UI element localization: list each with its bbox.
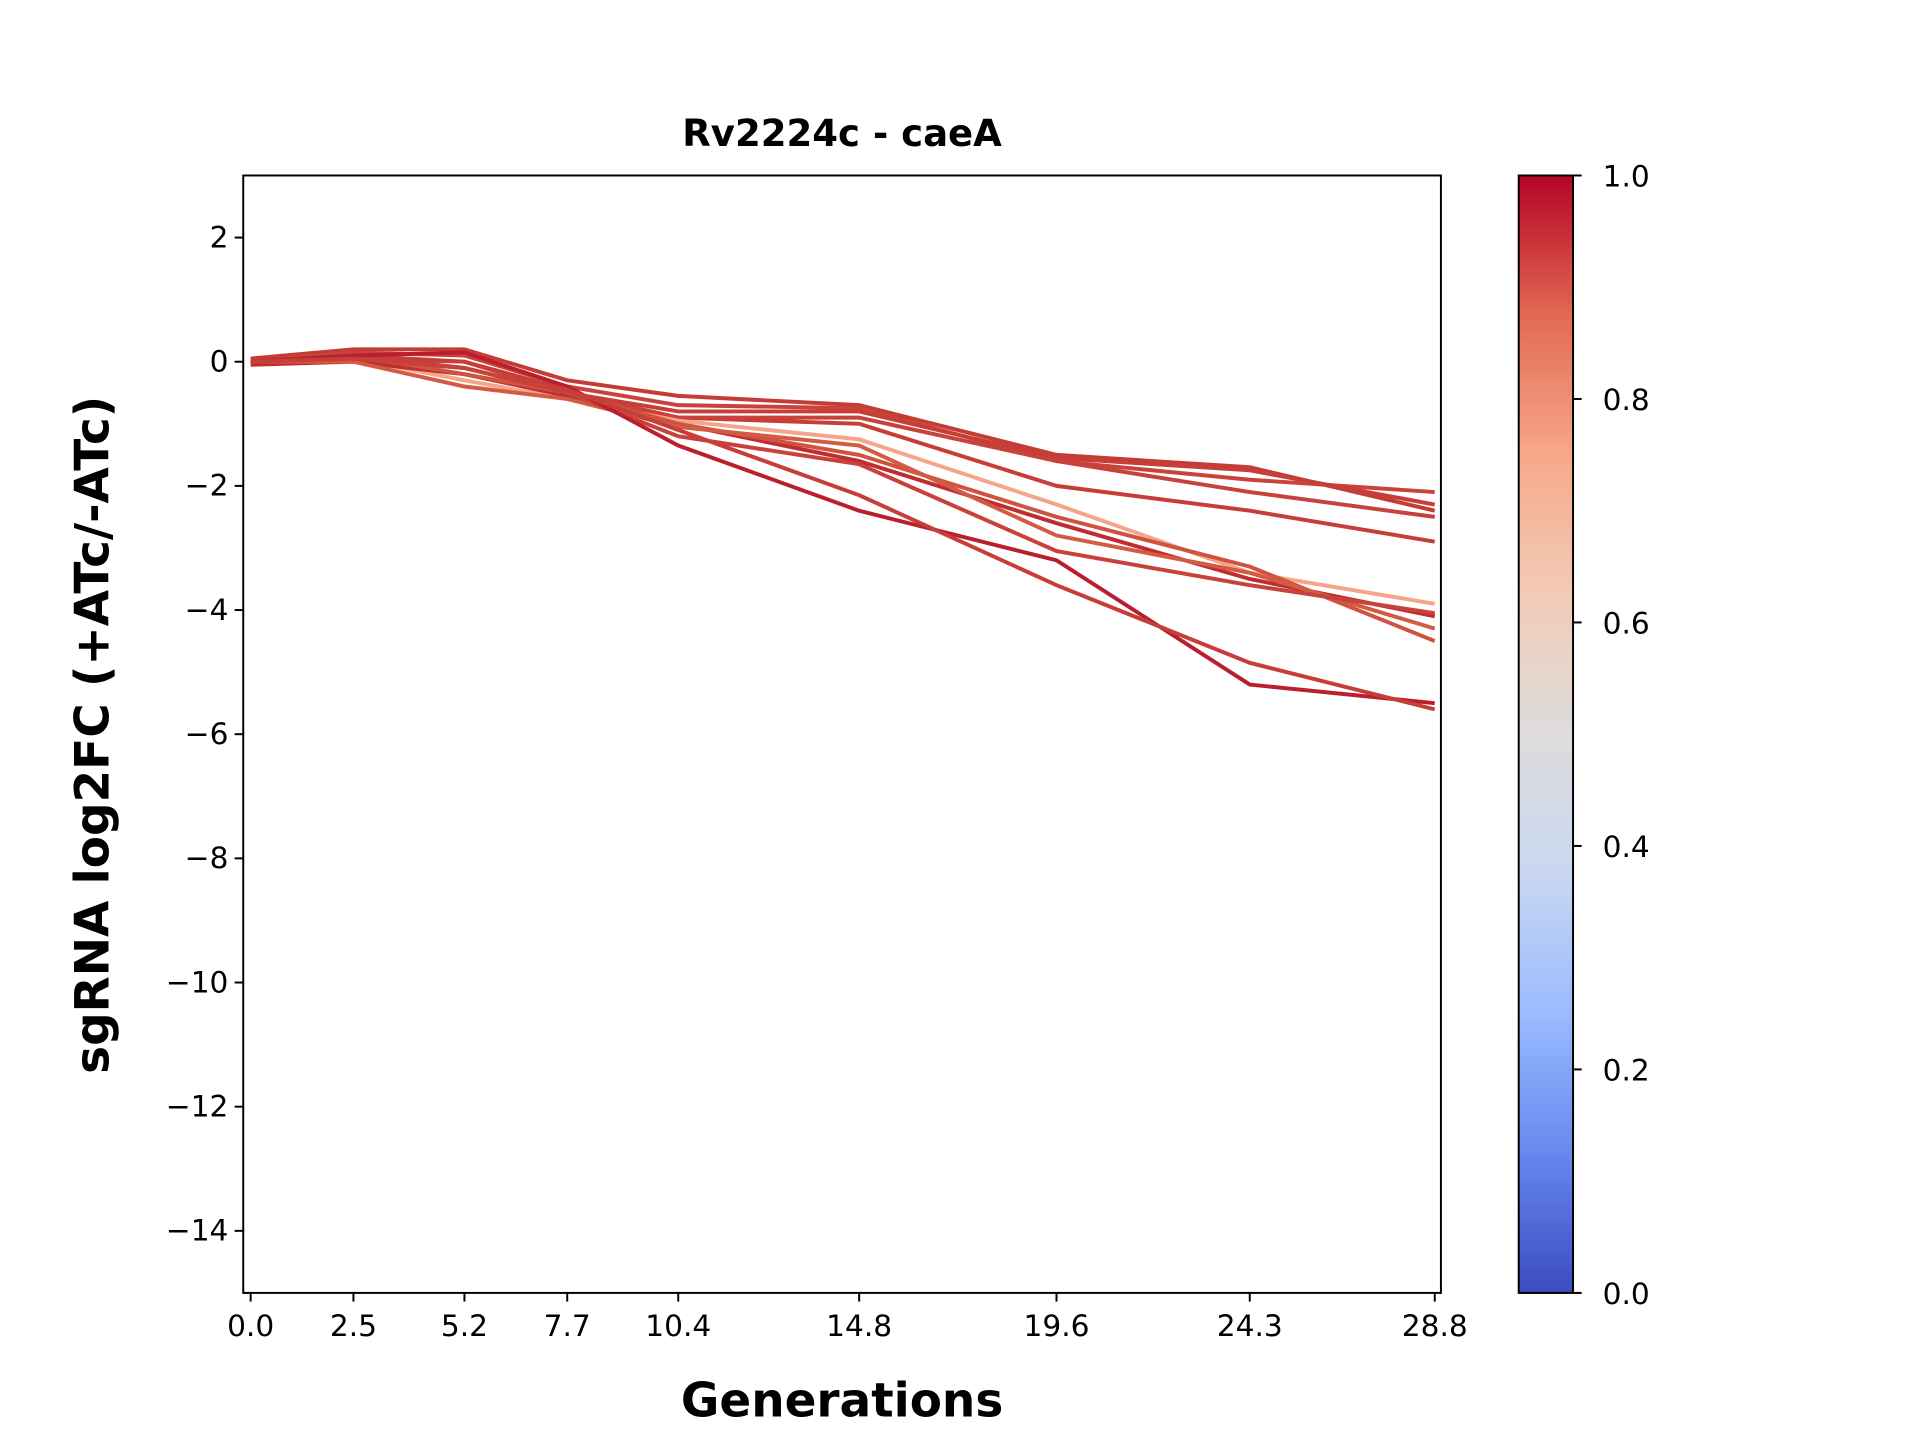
y-tick-label: −4 bbox=[185, 592, 229, 627]
colorbar-tick-label: 0.4 bbox=[1603, 829, 1650, 864]
y-axis-label: sgRNA log2FC (+ATc/-ATc) bbox=[66, 396, 121, 1074]
x-tick-label: 0.0 bbox=[227, 1308, 274, 1343]
plot-frame bbox=[242, 174, 1442, 1294]
series-line-8 bbox=[250, 353, 1436, 643]
chart-title: Rv2224c - caeA bbox=[682, 112, 1002, 155]
x-tick-label: 5.2 bbox=[441, 1308, 488, 1343]
x-tick-label: 14.8 bbox=[826, 1308, 892, 1343]
y-tick-label: −2 bbox=[185, 468, 229, 503]
y-tick-label: 2 bbox=[210, 219, 229, 254]
series-line-3 bbox=[250, 353, 1436, 507]
colorbar-tick-label: 1.0 bbox=[1603, 159, 1650, 194]
series-line-4 bbox=[250, 353, 1436, 544]
y-tick-label: −8 bbox=[185, 840, 229, 875]
series-line-12 bbox=[250, 356, 1436, 712]
x-axis: 0.0 2.5 5.2 7.7 10.4 14.8 19.6 24.3 28.8 bbox=[227, 1292, 1468, 1343]
colorbar bbox=[1517, 174, 1575, 1294]
colorbar-tick-label: 0.8 bbox=[1603, 382, 1650, 417]
x-axis-label: Generations bbox=[681, 1373, 1003, 1428]
x-tick-label: 2.5 bbox=[330, 1308, 377, 1343]
y-tick-label: −6 bbox=[185, 716, 229, 751]
x-tick-label: 7.7 bbox=[544, 1308, 591, 1343]
y-tick-label: −14 bbox=[166, 1213, 229, 1248]
series-line-10 bbox=[250, 356, 1436, 616]
x-tick-label: 19.6 bbox=[1024, 1308, 1090, 1343]
x-tick-label: 10.4 bbox=[645, 1308, 711, 1343]
x-tick-label: 28.8 bbox=[1402, 1308, 1468, 1343]
y-tick-label: −12 bbox=[166, 1089, 229, 1124]
y-tick-label: −10 bbox=[166, 964, 229, 999]
colorbar-axis: 0.0 0.2 0.4 0.6 0.8 1.0 bbox=[1573, 159, 1650, 1311]
y-axis: 2 0 −2 −4 −6 −8 −10 −12 −14 bbox=[166, 219, 244, 1248]
series-line-11 bbox=[250, 350, 1435, 706]
plot-area bbox=[250, 347, 1436, 712]
colorbar-tick-label: 0.6 bbox=[1603, 606, 1650, 641]
colorbar-tick-label: 0.0 bbox=[1603, 1276, 1650, 1311]
series-line-1 bbox=[250, 347, 1436, 513]
colorbar-tick-label: 0.2 bbox=[1603, 1053, 1650, 1088]
y-tick-label: 0 bbox=[210, 344, 229, 379]
series-line-9 bbox=[250, 359, 1436, 631]
x-tick-label: 24.3 bbox=[1217, 1308, 1283, 1343]
